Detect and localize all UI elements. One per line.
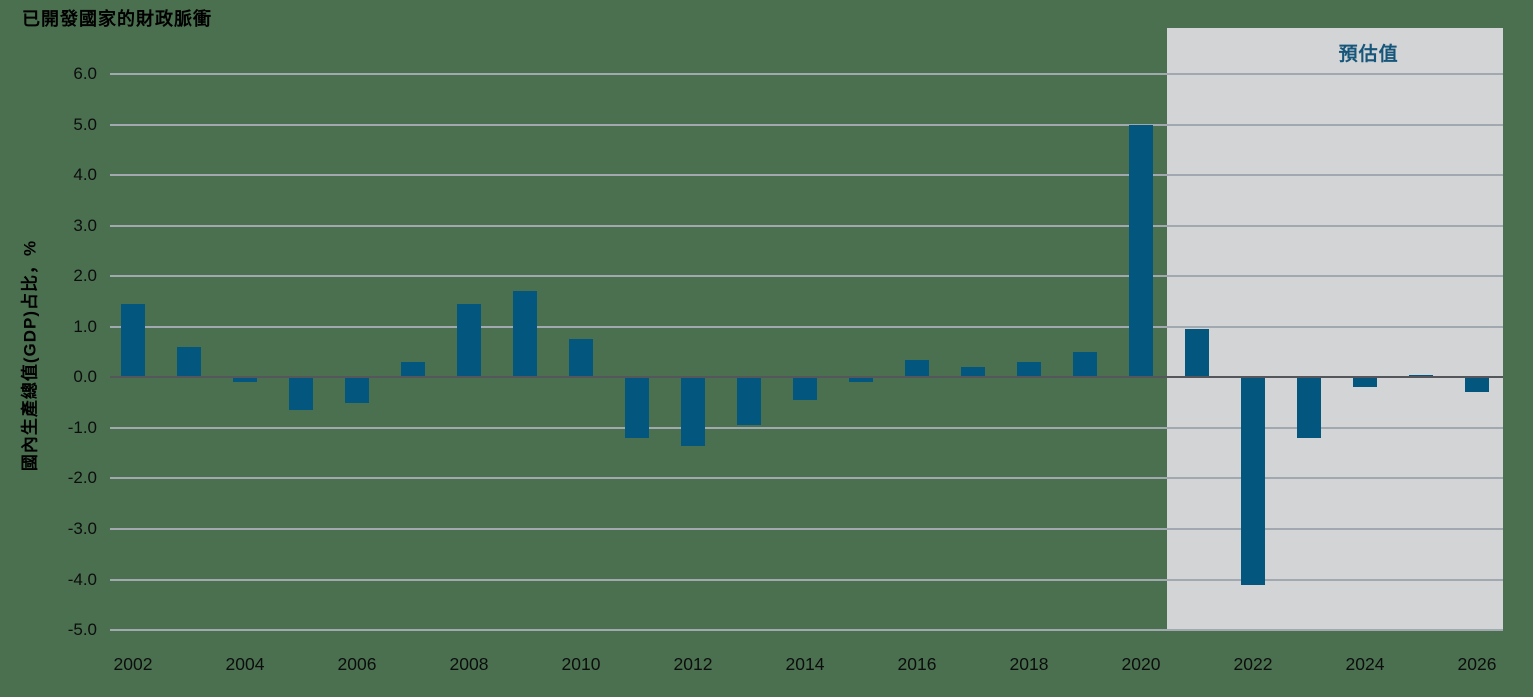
- y-tick-0.0: 0.0: [73, 367, 97, 387]
- gridline-2.0: [110, 275, 1503, 278]
- x-tick-2008: 2008: [449, 654, 489, 674]
- bar-2017: [961, 367, 985, 378]
- bar-2022: [1241, 377, 1265, 585]
- bar-2020: [1129, 124, 1153, 378]
- bar-2006: [345, 377, 369, 403]
- bar-2026: [1465, 377, 1489, 393]
- bar-2014: [793, 377, 817, 401]
- bar-2023: [1297, 377, 1321, 438]
- x-tick-2002: 2002: [113, 654, 153, 674]
- chart-title: 已開發國家的財政脈衝: [22, 9, 212, 29]
- y-tick-2.0: 2.0: [73, 266, 97, 286]
- bar-2012: [681, 377, 705, 446]
- y-tick-6.0: 6.0: [73, 64, 97, 83]
- bar-2010: [569, 339, 593, 378]
- gridline-3.0: [110, 224, 1503, 227]
- y-tick--5.0: -5.0: [67, 620, 97, 640]
- bar-2011: [625, 377, 649, 438]
- bar-2002: [121, 304, 145, 378]
- y-tick-3.0: 3.0: [73, 215, 97, 235]
- bar-2007: [401, 362, 425, 378]
- y-tick--3.0: -3.0: [67, 518, 97, 538]
- gridline-5.0: [110, 123, 1503, 126]
- x-tick-2016: 2016: [897, 654, 937, 674]
- bar-2018: [1017, 362, 1041, 378]
- gridline--2.0: [110, 477, 1503, 480]
- bar-2021: [1185, 329, 1209, 378]
- gridline--4.0: [110, 578, 1503, 581]
- gridline--3.0: [110, 527, 1503, 530]
- y-tick-5.0: 5.0: [73, 114, 97, 134]
- gridline--5.0: [110, 629, 1503, 632]
- y-tick--4.0: -4.0: [67, 569, 97, 589]
- y-tick--2.0: -2.0: [67, 468, 97, 488]
- bar-2004: [233, 377, 257, 383]
- forecast-label: 預估值: [1338, 44, 1399, 65]
- bar-2013: [737, 377, 761, 426]
- bar-2008: [457, 304, 481, 378]
- x-tick-2004: 2004: [225, 654, 265, 674]
- bar-2019: [1073, 352, 1097, 378]
- zero-axis-line: [110, 376, 1503, 379]
- x-tick-2012: 2012: [673, 654, 713, 674]
- x-tick-2018: 2018: [1009, 654, 1049, 674]
- x-tick-2024: 2024: [1345, 654, 1385, 674]
- forecast-region: 預估值: [1167, 28, 1503, 631]
- y-tick-1.0: 1.0: [73, 316, 97, 336]
- gridline-1.0: [110, 325, 1503, 328]
- bar-2024: [1353, 377, 1377, 388]
- x-tick-2020: 2020: [1121, 654, 1161, 674]
- gridline-6.0: [110, 73, 1503, 75]
- x-tick-2026: 2026: [1457, 654, 1497, 674]
- y-tick--1.0: -1.0: [67, 417, 97, 437]
- x-tick-2010: 2010: [561, 654, 601, 674]
- x-tick-2006: 2006: [337, 654, 377, 674]
- bar-2025: [1409, 374, 1433, 378]
- x-tick-2022: 2022: [1233, 654, 1273, 674]
- bar-2015: [849, 377, 873, 383]
- gridline-4.0: [110, 174, 1503, 177]
- bar-2003: [177, 346, 201, 378]
- x-tick-2014: 2014: [785, 654, 825, 674]
- bar-2009: [513, 291, 537, 378]
- y-tick-4.0: 4.0: [73, 165, 97, 185]
- bar-2016: [905, 359, 929, 378]
- gridline--1.0: [110, 426, 1503, 429]
- bar-2005: [289, 377, 313, 411]
